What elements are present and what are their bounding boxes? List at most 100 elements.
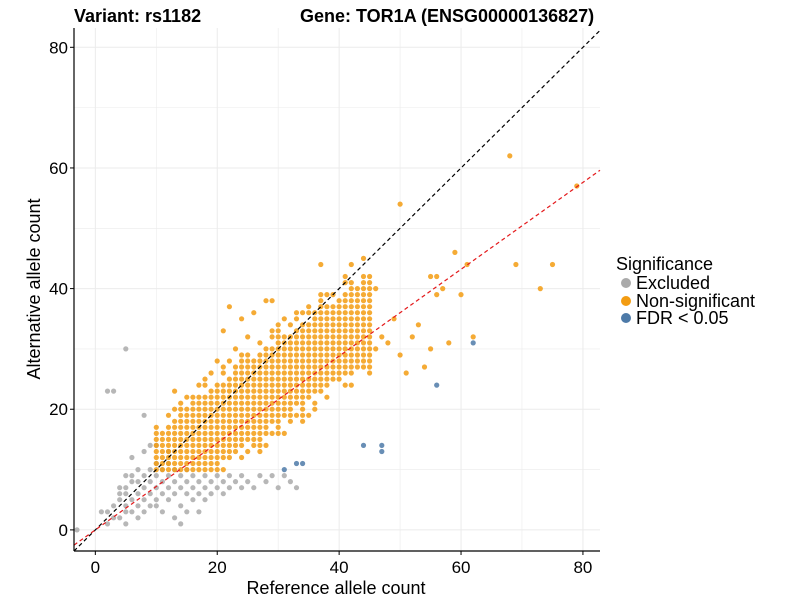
data-point-non-significant bbox=[226, 412, 232, 418]
data-point-excluded bbox=[214, 485, 220, 491]
data-point-non-significant bbox=[220, 388, 226, 394]
data-point-non-significant bbox=[324, 340, 330, 346]
data-point-non-significant bbox=[226, 448, 232, 455]
data-point-non-significant bbox=[263, 382, 269, 388]
data-point-non-significant bbox=[190, 436, 196, 442]
data-point-non-significant bbox=[239, 442, 245, 448]
data-point-excluded bbox=[281, 473, 287, 479]
data-point-non-significant bbox=[360, 340, 367, 346]
data-point-non-significant bbox=[348, 316, 354, 322]
data-point-non-significant bbox=[263, 412, 269, 418]
data-point-non-significant bbox=[330, 346, 336, 352]
data-point-non-significant bbox=[214, 382, 220, 388]
data-point-non-significant bbox=[257, 418, 263, 424]
data-point-excluded bbox=[178, 521, 184, 527]
data-point-non-significant bbox=[257, 340, 263, 346]
data-point-non-significant bbox=[330, 370, 336, 376]
data-point-non-significant bbox=[348, 292, 354, 298]
data-point-excluded bbox=[257, 473, 263, 479]
data-point-non-significant bbox=[208, 370, 214, 376]
data-point-non-significant bbox=[348, 352, 354, 358]
data-point-non-significant bbox=[293, 310, 300, 316]
data-point-non-significant bbox=[190, 442, 196, 448]
data-point-excluded bbox=[104, 388, 111, 394]
data-point-non-significant bbox=[178, 424, 184, 430]
data-point-non-significant bbox=[287, 400, 293, 406]
data-point-excluded bbox=[135, 515, 141, 521]
data-point-non-significant bbox=[232, 436, 239, 442]
data-point-excluded bbox=[153, 497, 159, 503]
data-point-excluded bbox=[123, 491, 129, 497]
data-point-non-significant bbox=[324, 352, 330, 358]
data-point-excluded bbox=[165, 473, 172, 479]
data-point-non-significant bbox=[336, 334, 342, 340]
data-point-non-significant bbox=[275, 382, 281, 388]
data-point-non-significant bbox=[208, 424, 214, 430]
data-point-non-significant bbox=[245, 334, 251, 340]
data-point-non-significant bbox=[196, 418, 202, 424]
data-point-non-significant bbox=[251, 388, 257, 394]
data-point-excluded bbox=[159, 491, 165, 497]
data-point-non-significant bbox=[184, 394, 190, 400]
data-point-non-significant bbox=[178, 448, 184, 455]
data-point-non-significant bbox=[208, 454, 214, 461]
data-point-non-significant bbox=[287, 352, 293, 358]
data-point-excluded bbox=[147, 479, 153, 485]
data-point-non-significant bbox=[348, 280, 354, 286]
data-point-non-significant bbox=[293, 388, 300, 394]
data-point-non-significant bbox=[239, 358, 245, 364]
data-point-non-significant bbox=[293, 340, 300, 346]
data-point-non-significant bbox=[275, 406, 281, 412]
data-point-non-significant bbox=[245, 358, 251, 364]
data-point-non-significant bbox=[153, 454, 159, 461]
data-point-non-significant bbox=[239, 454, 245, 461]
data-point-excluded bbox=[202, 485, 208, 491]
data-point-non-significant bbox=[172, 436, 178, 442]
data-point-non-significant bbox=[245, 436, 251, 442]
data-point-non-significant bbox=[208, 430, 214, 436]
data-point-non-significant bbox=[330, 364, 336, 370]
data-point-non-significant bbox=[537, 286, 543, 292]
data-point-non-significant bbox=[300, 346, 306, 352]
data-point-non-significant bbox=[257, 436, 263, 442]
data-point-non-significant bbox=[300, 418, 306, 424]
data-point-non-significant bbox=[348, 322, 354, 328]
data-point-non-significant bbox=[318, 388, 324, 394]
data-point-non-significant bbox=[172, 406, 178, 412]
data-point-non-significant bbox=[251, 418, 257, 424]
data-point-non-significant bbox=[208, 400, 214, 406]
data-point-non-significant bbox=[245, 394, 251, 400]
data-point-non-significant bbox=[324, 358, 330, 364]
data-point-non-significant bbox=[342, 340, 348, 346]
data-point-non-significant bbox=[239, 388, 245, 394]
data-point-non-significant bbox=[263, 424, 269, 430]
data-point-non-significant bbox=[202, 467, 208, 473]
reference-lines bbox=[73, 29, 601, 552]
data-point-excluded bbox=[178, 485, 184, 491]
x-tick-label: 20 bbox=[208, 558, 227, 577]
data-point-non-significant bbox=[287, 358, 293, 364]
data-point-non-significant bbox=[306, 394, 312, 400]
data-point-excluded bbox=[141, 509, 147, 515]
data-point-non-significant bbox=[178, 430, 184, 436]
data-point-non-significant bbox=[184, 430, 190, 436]
data-point-excluded bbox=[172, 479, 178, 485]
data-point-non-significant bbox=[165, 430, 172, 436]
data-point-non-significant bbox=[306, 334, 312, 340]
data-point-non-significant bbox=[184, 412, 190, 418]
data-point-excluded bbox=[214, 473, 220, 479]
data-point-non-significant bbox=[275, 412, 281, 418]
data-point-non-significant bbox=[281, 406, 287, 412]
data-point-non-significant bbox=[385, 340, 391, 346]
data-point-non-significant bbox=[464, 261, 470, 268]
data-point-non-significant bbox=[251, 310, 257, 316]
data-point-non-significant bbox=[269, 406, 275, 412]
data-point-non-significant bbox=[239, 352, 245, 358]
data-point-non-significant bbox=[293, 376, 300, 382]
data-point-non-significant bbox=[208, 448, 214, 455]
data-point-non-significant bbox=[190, 467, 196, 473]
data-point-non-significant bbox=[202, 430, 208, 436]
data-point-excluded bbox=[196, 491, 202, 497]
data-point-non-significant bbox=[312, 358, 318, 364]
data-point-non-significant bbox=[251, 436, 257, 442]
